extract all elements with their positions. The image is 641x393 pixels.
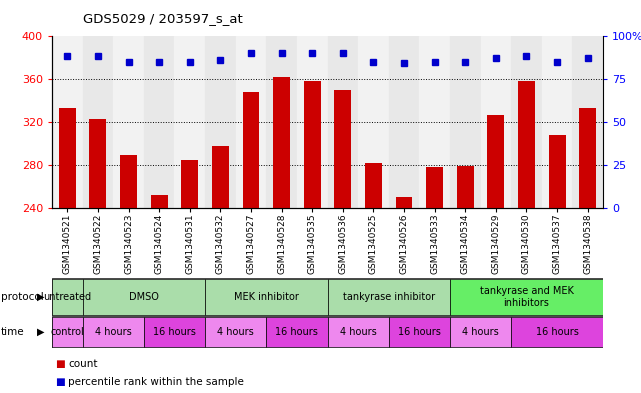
Text: tankyrase inhibitor: tankyrase inhibitor [343,292,435,302]
Text: 4 hours: 4 hours [217,327,254,337]
Bar [549,135,565,393]
Text: time: time [1,327,24,337]
Bar [365,163,382,393]
Text: ■: ■ [55,359,65,369]
Text: GDS5029 / 203597_s_at: GDS5029 / 203597_s_at [83,12,243,25]
Bar [144,317,205,347]
Bar [52,36,83,208]
Bar [90,119,106,393]
Bar [273,77,290,393]
Bar [151,195,167,393]
Text: DMSO: DMSO [129,292,159,302]
Bar [236,36,266,208]
Bar [266,36,297,208]
Text: 16 hours: 16 hours [398,327,441,337]
Text: 16 hours: 16 hours [536,327,579,337]
Bar [419,36,450,208]
Bar [113,36,144,208]
Bar [266,317,328,347]
Text: ■: ■ [55,377,65,387]
Bar [395,197,412,393]
Bar [144,36,174,208]
Bar [52,317,83,347]
Text: untreated: untreated [43,292,92,302]
Bar [450,317,511,347]
Bar [83,317,144,347]
Text: MEK inhibitor: MEK inhibitor [234,292,299,302]
Text: percentile rank within the sample: percentile rank within the sample [68,377,244,387]
Bar [579,108,596,393]
Bar [328,279,450,315]
Bar [450,279,603,315]
Text: control: control [51,327,84,337]
Bar [328,317,388,347]
Bar [328,36,358,208]
Bar [358,36,388,208]
Bar [388,317,450,347]
Bar [388,36,419,208]
Bar [450,36,481,208]
Bar [120,155,137,393]
Bar [242,92,260,393]
Text: 16 hours: 16 hours [153,327,196,337]
Text: ▶: ▶ [37,292,44,302]
Text: protocol: protocol [1,292,44,302]
Bar [205,36,236,208]
Bar [205,317,266,347]
Bar [487,116,504,393]
Bar [174,36,205,208]
Text: 4 hours: 4 hours [462,327,499,337]
Bar [59,108,76,393]
Bar [481,36,511,208]
Text: tankyrase and MEK
inhibitors: tankyrase and MEK inhibitors [479,286,574,308]
Bar [542,36,572,208]
Bar [304,81,320,393]
Text: count: count [68,359,97,369]
Bar [83,36,113,208]
Bar [511,317,603,347]
Bar [52,279,83,315]
Text: 16 hours: 16 hours [276,327,319,337]
Bar [335,90,351,393]
Bar [426,167,443,393]
Bar [205,279,328,315]
Bar [511,36,542,208]
Text: 4 hours: 4 hours [340,327,376,337]
Bar [212,145,229,393]
Bar [297,36,328,208]
Text: 4 hours: 4 hours [95,327,131,337]
Bar [572,36,603,208]
Bar [83,279,205,315]
Bar [518,81,535,393]
Text: ▶: ▶ [37,327,44,337]
Bar [181,160,198,393]
Bar [457,166,474,393]
